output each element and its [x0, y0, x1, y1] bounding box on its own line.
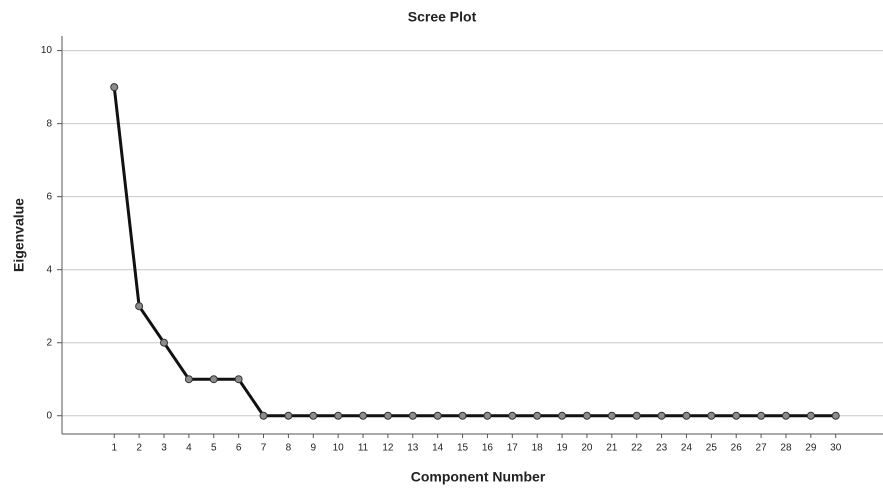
- point: [683, 412, 690, 419]
- x-tick-label: 24: [681, 443, 693, 454]
- x-tick-label: 18: [532, 443, 544, 454]
- x-axis-label: Component Number: [411, 469, 546, 485]
- x-tick-label: 20: [581, 443, 593, 454]
- x-tick-label: 21: [606, 443, 618, 454]
- x-tick-label: 4: [186, 443, 192, 454]
- point: [658, 412, 665, 419]
- x-tick-label: 30: [830, 443, 842, 454]
- point: [832, 412, 839, 419]
- x-tick-label: 13: [407, 443, 419, 454]
- point: [459, 412, 466, 419]
- point: [136, 303, 143, 310]
- point: [534, 412, 541, 419]
- x-tick-label: 10: [333, 443, 345, 454]
- x-tick-label: 5: [211, 443, 217, 454]
- x-tick-label: 8: [286, 443, 292, 454]
- point: [335, 412, 342, 419]
- point: [260, 412, 267, 419]
- y-axis-label: Eigenvalue: [11, 198, 27, 272]
- y-tick-label: 8: [46, 118, 52, 129]
- chart: Scree Plot Component Number Eigenvalue 0…: [0, 0, 883, 499]
- point: [633, 412, 640, 419]
- x-tick-label: 12: [382, 443, 394, 454]
- x-tick-label: 11: [358, 443, 369, 454]
- x-tick-label: 26: [731, 443, 743, 454]
- x-tick-label: 6: [236, 443, 242, 454]
- chart-title: Scree Plot: [408, 9, 477, 25]
- point: [708, 412, 715, 419]
- point: [409, 412, 416, 419]
- x-tick-label: 1: [111, 443, 117, 454]
- y-tick-label: 2: [46, 337, 52, 348]
- point: [111, 84, 118, 91]
- x-tick-label: 23: [656, 443, 668, 454]
- point: [310, 412, 317, 419]
- x-tick-label: 29: [805, 443, 817, 454]
- series-line: [114, 87, 835, 416]
- y-tick-label: 4: [46, 264, 52, 275]
- point: [559, 412, 566, 419]
- point: [807, 412, 814, 419]
- point: [509, 412, 516, 419]
- y-tick-label: 0: [46, 410, 52, 421]
- point: [161, 339, 168, 346]
- point: [235, 376, 242, 383]
- y-tick-label: 6: [46, 191, 52, 202]
- point: [185, 376, 192, 383]
- point: [285, 412, 292, 419]
- x-tick-label: 28: [780, 443, 792, 454]
- x-tick-label: 7: [261, 443, 267, 454]
- point: [434, 412, 441, 419]
- x-tick-label: 27: [756, 443, 768, 454]
- x-tick-label: 19: [557, 443, 569, 454]
- x-tick-label: 2: [136, 443, 142, 454]
- x-tick-label: 9: [310, 443, 316, 454]
- point: [484, 412, 491, 419]
- x-tick-label: 15: [457, 443, 469, 454]
- point: [782, 412, 789, 419]
- point: [608, 412, 615, 419]
- point: [583, 412, 590, 419]
- x-tick-label: 22: [631, 443, 643, 454]
- point: [758, 412, 765, 419]
- point: [733, 412, 740, 419]
- x-tick-label: 3: [161, 443, 167, 454]
- y-tick-label: 10: [41, 45, 53, 56]
- x-tick-label: 14: [432, 443, 444, 454]
- x-tick-label: 17: [507, 443, 519, 454]
- point: [210, 376, 217, 383]
- x-tick-label: 25: [706, 443, 718, 454]
- point: [360, 412, 367, 419]
- point: [384, 412, 391, 419]
- x-tick-label: 16: [482, 443, 494, 454]
